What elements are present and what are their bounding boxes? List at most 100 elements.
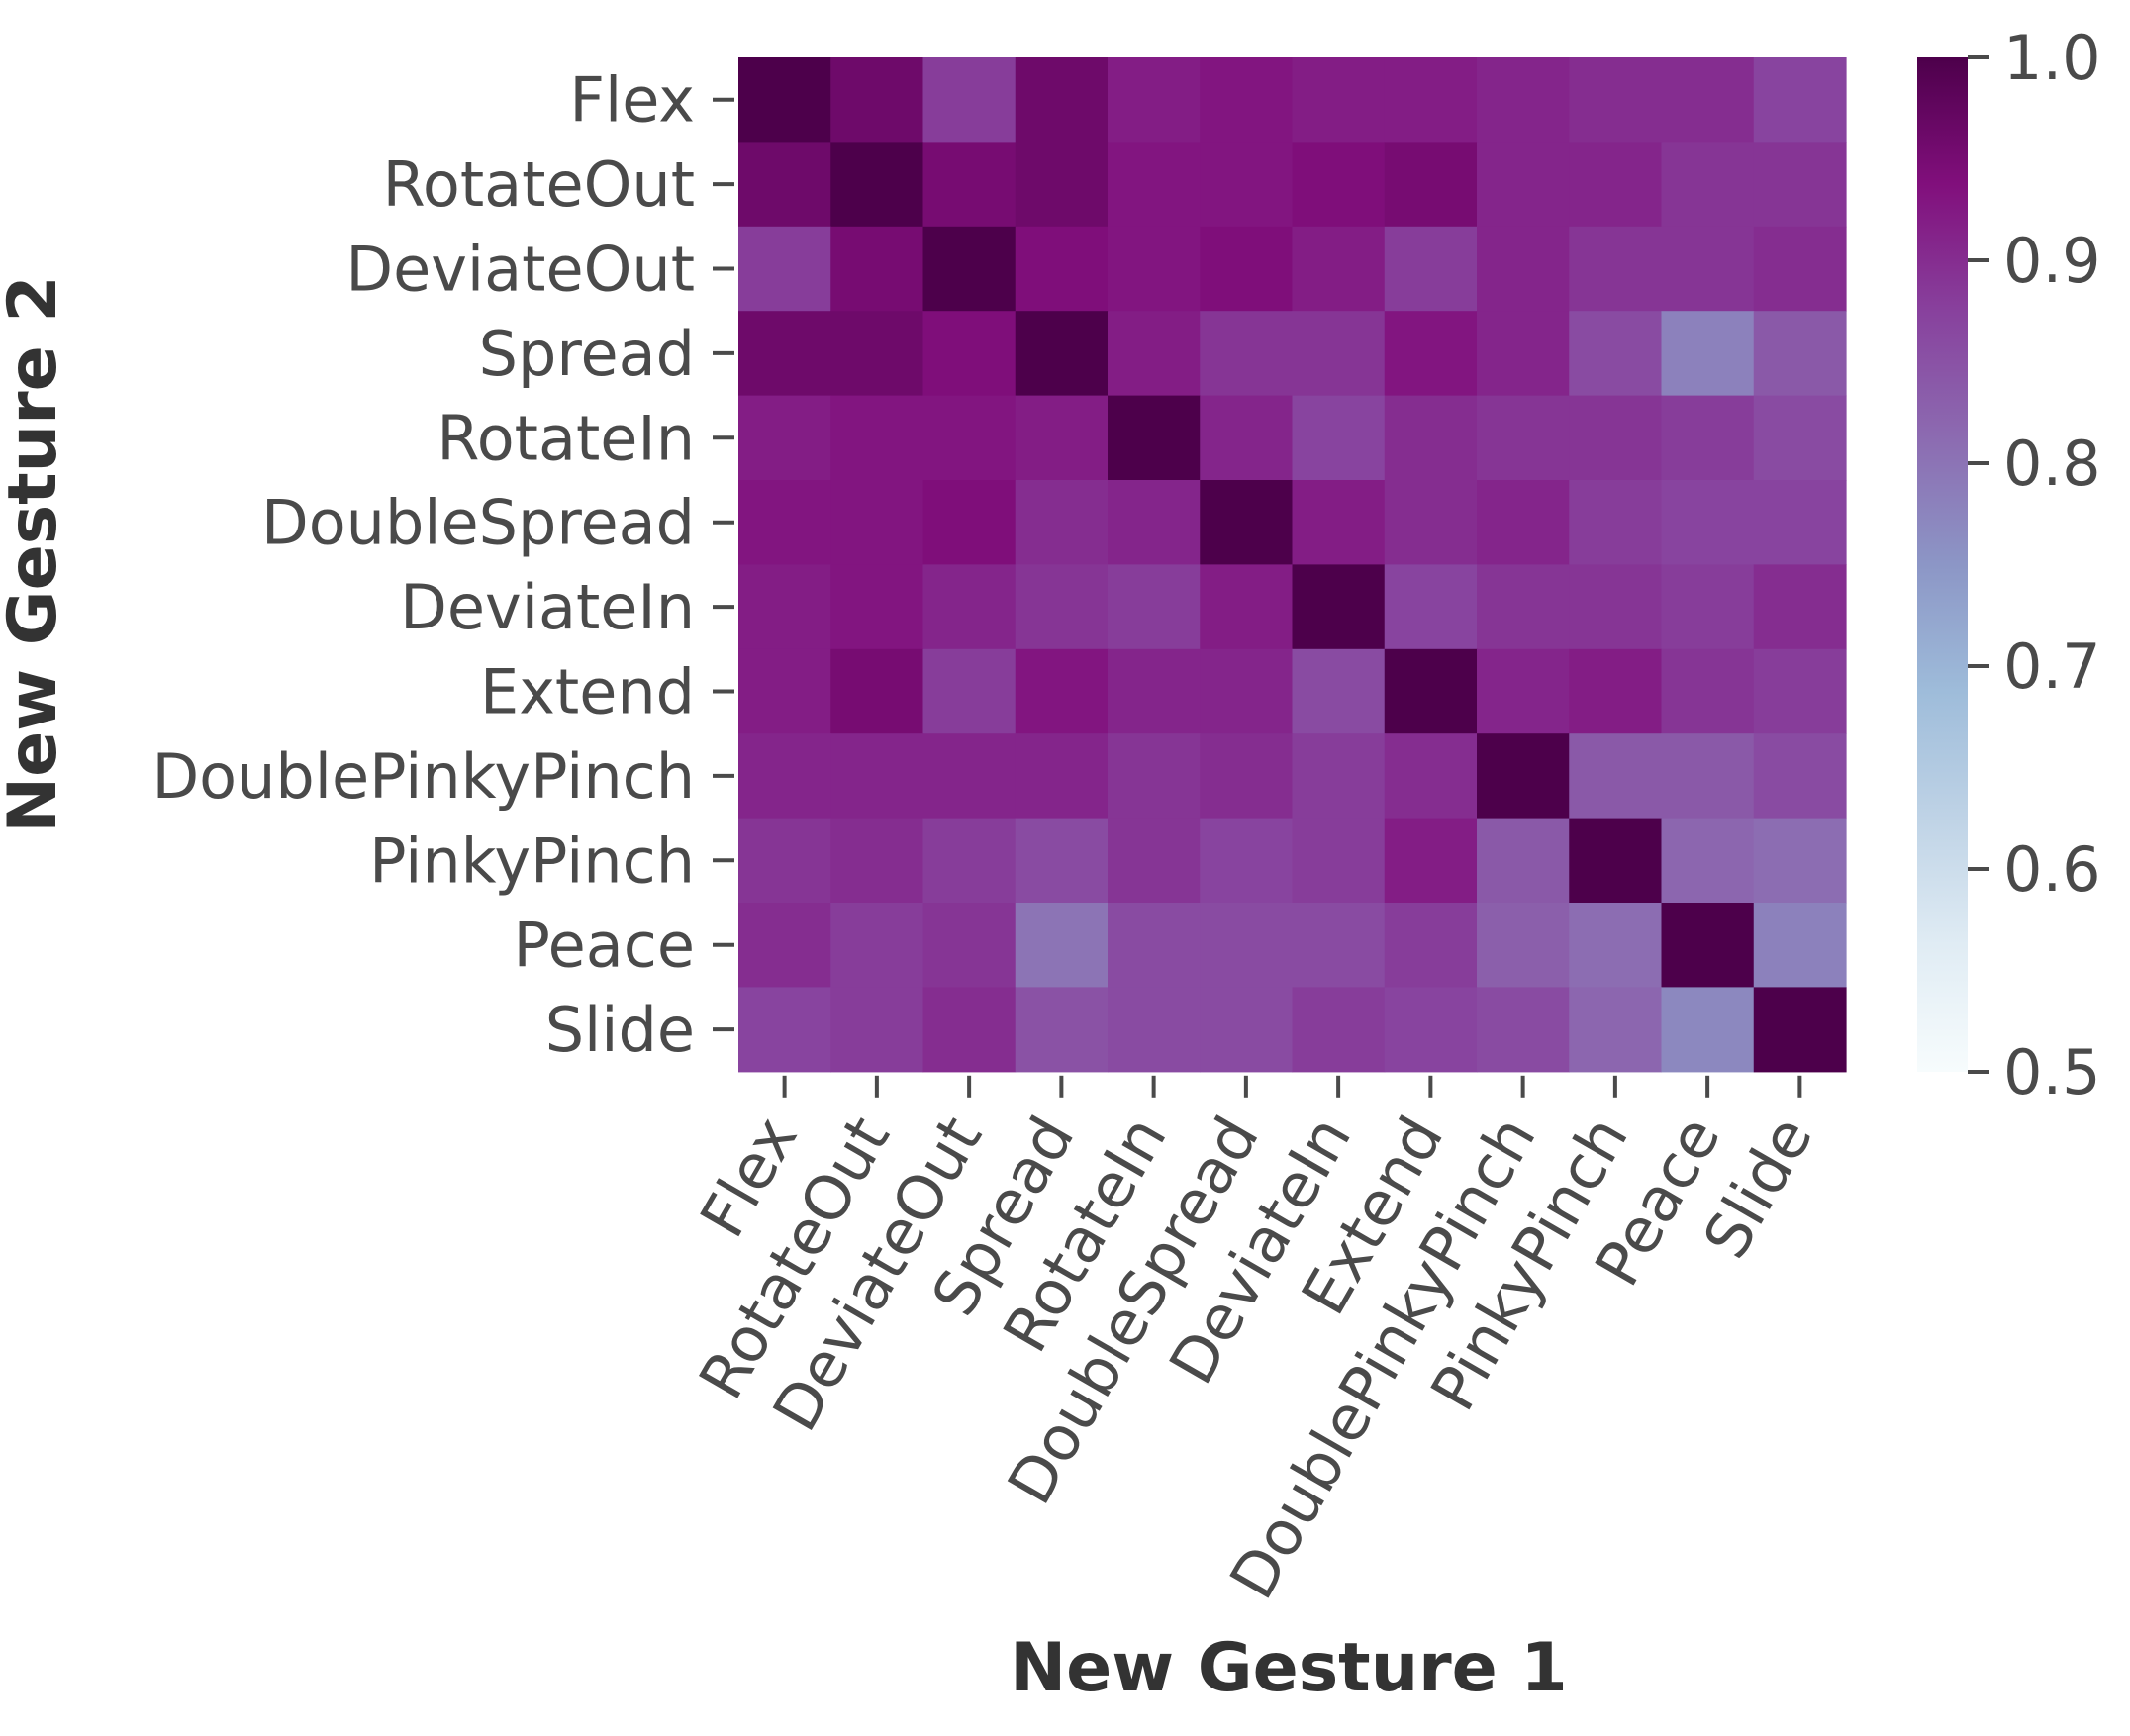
heatmap-cell [1569,57,1663,143]
heatmap-cell [1661,395,1755,481]
heatmap-cell [1108,987,1201,1073]
heatmap-cell [1292,818,1386,904]
heatmap-cell [1200,648,1294,734]
heatmap-cell [830,226,924,312]
heatmap-cell [1477,142,1570,228]
colorbar-tick-label: 0.9 [2003,225,2101,297]
y-tick-label: DoubleSpread [261,487,695,559]
heatmap-cell [1753,733,1847,820]
heatmap-cell [738,395,831,481]
heatmap-cell [1384,818,1478,904]
heatmap-cell [1292,226,1386,312]
heatmap-cell [1753,987,1847,1073]
heatmap-cell [1015,226,1109,312]
heatmap-cell [1569,142,1663,228]
heatmap-cell [1015,57,1109,143]
heatmap-cell [1661,57,1755,143]
heatmap-cell [1015,733,1109,820]
heatmap-cell [1200,395,1294,481]
y-tick-label: DoublePinkyPinch [151,740,695,813]
heatmap-cell [1108,648,1201,734]
heatmap-cell [738,987,831,1073]
heatmap-cell [1753,311,1847,397]
heatmap-cell [738,57,831,143]
heatmap-cell [1661,648,1755,734]
heatmap-cell [1569,733,1663,820]
heatmap-cell [1015,564,1109,650]
heatmap-cell [830,987,924,1073]
heatmap-cell [1569,480,1663,565]
heatmap-cell [1661,818,1755,904]
heatmap-cell [1384,903,1478,988]
heatmap-cell [738,311,831,397]
heatmap-cell [1753,648,1847,734]
heatmap-cell [1569,226,1663,312]
y-tick-label: RotateIn [436,402,695,474]
heatmap-cell [1384,142,1478,228]
heatmap-cell [1015,480,1109,565]
heatmap-cell [1661,564,1755,650]
colorbar-ticks: 0.5 0.6 0.7 0.8 0.9 1.0 [1968,22,2101,1109]
heatmap-cell [922,648,1017,734]
heatmap-cell [738,648,831,734]
heatmap-cell [1753,142,1847,228]
y-tick-label: Peace [513,910,695,982]
heatmap-cell [1477,818,1570,904]
heatmap-cell [1200,987,1294,1073]
heatmap-cell [1569,311,1663,397]
heatmap-cell [1108,395,1201,481]
heatmap-cell [1477,648,1570,734]
heatmap-cell [1384,311,1478,397]
heatmap-cell [1292,648,1386,734]
x-axis-ticks: FlexRotateOutDeviateOutSpreadRotateInDou… [685,1075,1826,1610]
heatmap-cell [922,818,1017,904]
heatmap-cell [1477,57,1570,143]
heatmap-cell [1753,480,1847,565]
heatmap-cell [1477,564,1570,650]
heatmap-cell [830,648,924,734]
heatmap-cell [830,903,924,988]
heatmap-cell [1384,733,1478,820]
heatmap-cell [1200,311,1294,397]
heatmap-cell [738,480,831,565]
heatmap-cell [1108,311,1201,397]
heatmap-cell [1108,818,1201,904]
heatmap-cell [922,903,1017,988]
heatmap-cell [922,57,1017,143]
heatmap-cell [1477,903,1570,988]
heatmap-cell [738,226,831,312]
colorbar [1917,57,1968,1072]
heatmap-cell [1661,987,1755,1073]
heatmap-cell [1384,564,1478,650]
heatmap-cell [922,564,1017,650]
heatmap-cell [1015,818,1109,904]
heatmap-cell [1661,142,1755,228]
heatmap-cell [830,142,924,228]
heatmap-cell [1015,395,1109,481]
heatmap-cell [1200,564,1294,650]
heatmap-cell [1015,987,1109,1073]
heatmap-cell [738,903,831,988]
heatmap-cell [1661,903,1755,988]
heatmap-cell [1477,987,1570,1073]
heatmap-cell [1384,57,1478,143]
heatmap-cell [1661,480,1755,565]
heatmap-cell [1108,564,1201,650]
heatmap-cell [1108,480,1201,565]
heatmap-cell [1569,818,1663,904]
heatmap-cell [830,57,924,143]
heatmap-cell [830,564,924,650]
heatmap-cell [1384,480,1478,565]
y-tick-label: Extend [480,656,695,728]
heatmap-cell [738,733,831,820]
heatmap-cell [1569,987,1663,1073]
heatmap-cell [1477,733,1570,820]
y-tick-label: PinkyPinch [369,824,695,897]
heatmap-cell [922,987,1017,1073]
heatmap-cell [1477,480,1570,565]
y-axis-ticks: Flex RotateOut DeviateOut Spread RotateIn Dou… [151,64,734,1066]
heatmap-cell [1753,395,1847,481]
colorbar-tick-label: 0.8 [2003,428,2101,500]
colorbar-tick-label: 1.0 [2003,22,2101,94]
